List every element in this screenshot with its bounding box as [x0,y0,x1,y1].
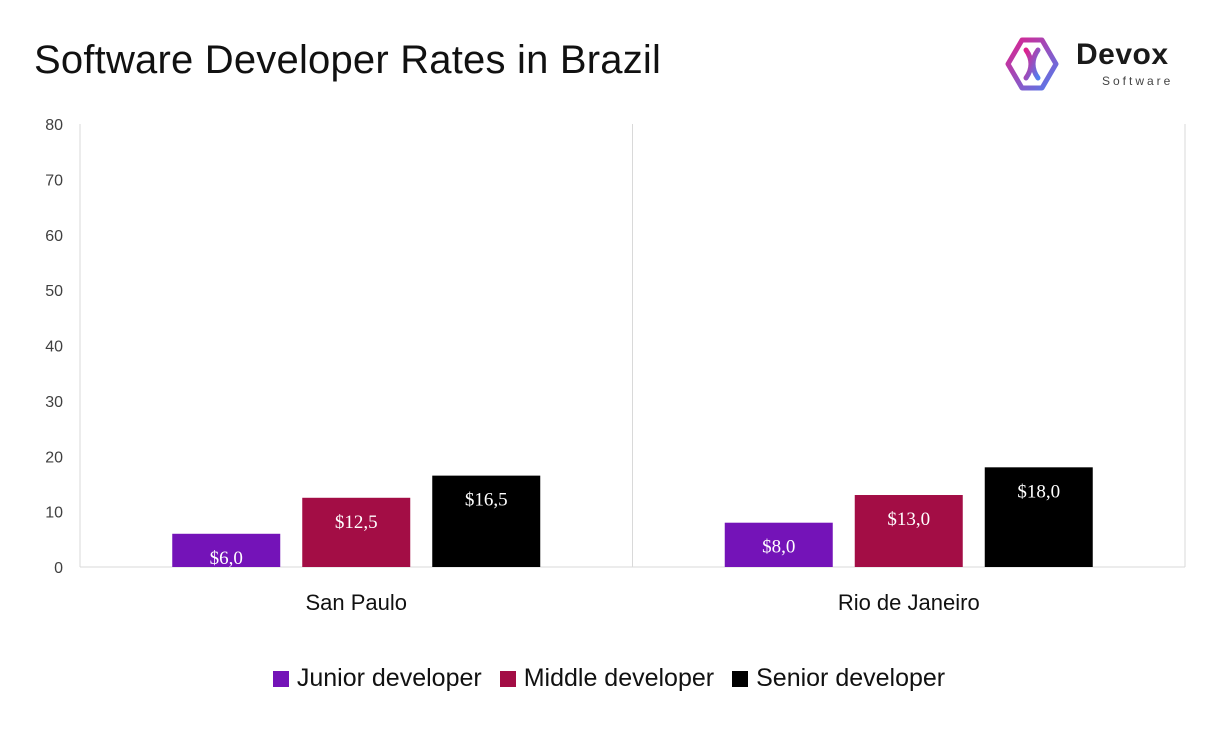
y-tick-label: 50 [45,283,63,300]
legend-swatch [499,670,516,687]
chart-axes: 0 10 20 30 40 50 60 70 80 San Paulo Rio de Janeiro [45,117,1186,615]
legend-swatch [732,670,749,687]
bar-junior-developer [724,522,833,567]
y-tick-label: 10 [45,505,63,522]
legend-swatch [272,670,289,687]
y-tick-label: 80 [45,117,63,134]
chart-legend: Junior developer Middle developer Senior d… [0,664,1218,693]
legend-item: Middle developer [499,664,715,693]
category-label: San Paulo [305,590,407,615]
y-tick-label: 60 [45,228,63,245]
data-label: $8,0 [762,537,795,558]
chart-title: Software Developer Rates in Brazil [34,38,662,82]
logo-name: Devox [1076,38,1169,71]
devox-hexagon-icon [1005,37,1059,91]
brand-logo: Devox Software [1002,36,1192,92]
legend-label: Junior developer [296,664,482,692]
data-label: $18,0 [1017,481,1060,502]
data-label: $12,5 [335,512,378,533]
legend-label: Middle developer [523,664,715,692]
bar-senior-developer [432,475,541,567]
bar-middle-developer [302,497,411,567]
legend-label: Senior developer [756,664,946,692]
logo-subtitle: Software [1102,74,1174,88]
y-tick-label: 20 [45,449,63,466]
legend-item: Senior developer [732,664,945,693]
data-label: $6,0 [210,548,243,569]
chart-bars: $6,0 $12,5 $16,5 $8,0 $13,0 $18,0 [172,467,1093,569]
y-tick-label: 0 [54,560,63,577]
bar-senior-developer [984,467,1093,567]
data-label: $13,0 [887,509,930,530]
bar-middle-developer [854,495,963,567]
y-tick-label: 40 [45,339,63,356]
data-label: $16,5 [465,490,508,511]
legend-item: Junior developer [272,664,482,693]
y-tick-label: 30 [45,394,63,411]
bar-junior-developer [172,533,281,567]
y-tick-label: 70 [45,172,63,189]
category-label: Rio de Janeiro [838,590,980,615]
